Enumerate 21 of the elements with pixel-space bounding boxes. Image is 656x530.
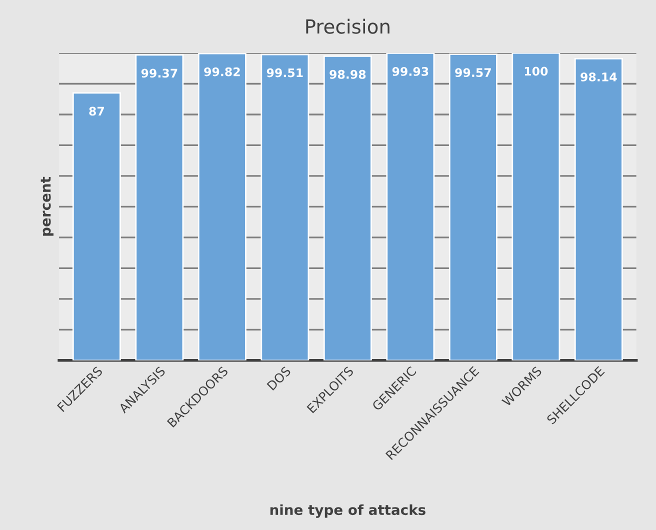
- y-axis-title: percent: [40, 176, 54, 236]
- bar: [512, 53, 560, 360]
- data-label: 99.57: [455, 68, 491, 78]
- data-label: 99.93: [392, 67, 428, 76]
- data-label: 98.98: [330, 70, 366, 79]
- bar: [323, 55, 372, 360]
- bar: [135, 54, 184, 360]
- data-label: 100: [524, 66, 548, 76]
- bar: [574, 58, 623, 360]
- data-label: 98.14: [580, 72, 617, 82]
- data-label: 99.51: [266, 68, 303, 78]
- bar: [386, 53, 435, 360]
- x-axis-title: nine type of attacks: [270, 504, 426, 518]
- bar: [260, 54, 310, 360]
- data-label: 99.37: [141, 68, 178, 78]
- bar: [448, 54, 498, 360]
- chart-title: Precision: [306, 18, 390, 34]
- bar: [72, 92, 121, 360]
- data-label: 87: [89, 106, 104, 116]
- data-label: 99.82: [204, 67, 240, 76]
- bar: [198, 53, 246, 360]
